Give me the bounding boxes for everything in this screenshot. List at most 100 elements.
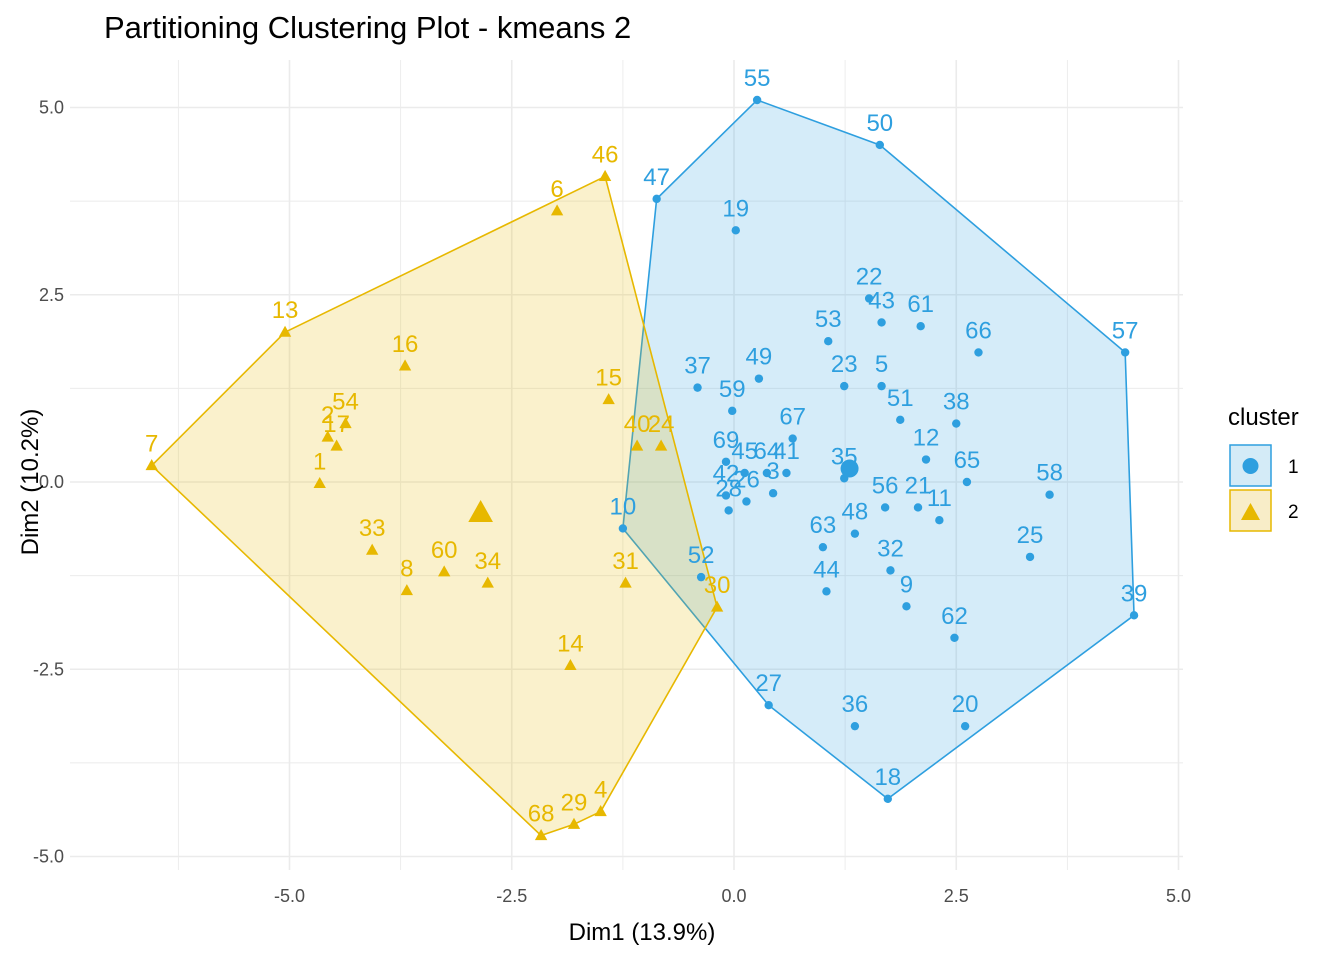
cluster-1-point-28 <box>724 506 733 515</box>
y-tick-label: -2.5 <box>33 659 64 679</box>
cluster-1-point-26 <box>742 497 751 506</box>
cluster-2-label-60: 60 <box>431 537 458 564</box>
cluster-2-point-2 <box>321 430 334 442</box>
cluster-1-label-59: 59 <box>719 376 746 403</box>
cluster-2-point-30 <box>710 600 724 612</box>
cluster-1-label-39: 39 <box>1121 580 1148 607</box>
y-tick-label: 2.5 <box>39 285 64 305</box>
cluster-1-point-38 <box>952 419 961 428</box>
cluster-1-point-62 <box>950 633 959 642</box>
x-tick-label: 2.5 <box>944 886 969 906</box>
x-tick-label: 0.0 <box>721 886 746 906</box>
cluster-2-label-33: 33 <box>359 515 386 542</box>
cluster-1-label-66: 66 <box>965 317 992 344</box>
cluster-1-point-51 <box>896 415 905 425</box>
cluster-1-point-23 <box>840 381 849 391</box>
cluster-1-point-69 <box>721 457 731 466</box>
cluster-1-centroid <box>840 459 859 478</box>
cluster-2-label-40: 40 <box>624 411 651 438</box>
cluster-2-point-29 <box>567 817 581 829</box>
cluster-1-label-25: 25 <box>1017 522 1044 549</box>
cluster-2-point-24 <box>654 439 668 451</box>
cluster-2-label-13: 13 <box>272 297 299 324</box>
y-tick-label: 0.0 <box>39 472 64 492</box>
cluster-1-label-27: 27 <box>755 670 782 697</box>
x-tick-label: -5.0 <box>274 886 305 906</box>
cluster-1-point-64 <box>762 468 772 478</box>
cluster-2-label-17: 17 <box>323 411 350 438</box>
cluster-1-label-3: 3 <box>766 458 779 485</box>
cluster-2-label-68: 68 <box>528 801 555 828</box>
cluster-2-point-40 <box>630 439 644 451</box>
cluster-1-point-9 <box>902 602 911 611</box>
cluster-1-label-53: 53 <box>815 306 842 333</box>
cluster-1-point-44 <box>822 587 831 596</box>
legend-title: cluster <box>1228 404 1299 431</box>
legend-item-cluster-1: 1 <box>1229 444 1299 487</box>
cluster-2-label-54: 54 <box>332 389 359 416</box>
cluster-2-label-46: 46 <box>592 141 619 168</box>
cluster-1-label-51: 51 <box>887 385 914 412</box>
cluster-1-label-35: 35 <box>831 443 858 470</box>
cluster-1-point-12 <box>921 455 931 464</box>
x-axis-title: Dim1 (13.9%) <box>569 919 716 946</box>
legend-triangle-marker <box>1241 503 1260 520</box>
cluster-1-label-58: 58 <box>1036 460 1063 487</box>
cluster-1-point-48 <box>850 529 860 538</box>
cluster-1-label-9: 9 <box>900 571 913 598</box>
cluster-2-point-1 <box>313 476 326 489</box>
cluster-2-point-46 <box>598 169 612 181</box>
cluster-centroids <box>468 459 859 523</box>
cluster-1-label-43: 43 <box>868 287 895 314</box>
cluster-1-label-19: 19 <box>722 195 749 222</box>
cluster-2-label-14: 14 <box>557 631 584 658</box>
cluster-1-label-5: 5 <box>875 351 888 378</box>
cluster-2-point-17 <box>330 439 343 451</box>
cluster-1-point-43 <box>877 318 886 327</box>
cluster-1-label-10: 10 <box>610 493 637 520</box>
cluster-1-point-37 <box>693 383 702 392</box>
cluster-1-point-42 <box>721 491 731 500</box>
cluster-2-label-24: 24 <box>648 411 675 438</box>
y-tick-label: 5.0 <box>39 98 64 118</box>
cluster-1-label-49: 49 <box>746 344 773 371</box>
cluster-1-label-65: 65 <box>954 447 981 474</box>
cluster-2-label-29: 29 <box>561 789 588 816</box>
cluster-1-label-44: 44 <box>813 556 840 583</box>
cluster-1-point-36 <box>850 721 860 731</box>
cluster-1-point-59 <box>728 406 737 416</box>
cluster-1-label-42: 42 <box>713 460 740 487</box>
cluster-1-point-45 <box>740 468 749 478</box>
cluster-1-label-23: 23 <box>831 351 858 378</box>
legend-circle-marker <box>1242 458 1259 474</box>
cluster-1-point-41 <box>782 468 791 478</box>
axis-ticks: -5.0 -2.5 0.0 2.5 5.0 -5.0 -2.5 0.0 2.5 5.0 <box>33 98 1191 907</box>
cluster-1-point-11 <box>935 515 944 525</box>
y-axis-title: Dim2 (10.2%) <box>17 409 44 556</box>
cluster-hulls <box>150 99 1135 837</box>
cluster-2-point-6 <box>550 204 564 216</box>
cluster-2-point-68 <box>534 829 548 841</box>
cluster-2-centroid <box>468 499 493 523</box>
cluster-1-label-55: 55 <box>744 65 771 92</box>
cluster-1-label-48: 48 <box>842 499 869 526</box>
cluster-1-point-67 <box>788 434 797 443</box>
cluster-1-point-57 <box>1120 348 1130 357</box>
cluster-1-point-52 <box>696 572 706 582</box>
cluster-1-point-5 <box>877 381 886 391</box>
cluster-1-point-25 <box>1025 552 1035 562</box>
cluster-2-label-8: 8 <box>400 556 413 583</box>
cluster-2-point-14 <box>564 659 577 671</box>
cluster-1-label-41: 41 <box>773 438 800 465</box>
cluster-1-label-57: 57 <box>1112 317 1139 344</box>
cluster-2-point-8 <box>400 584 414 596</box>
cluster-1-label-47: 47 <box>643 164 670 191</box>
cluster-2-point-13 <box>278 325 292 337</box>
cluster-2-point-54 <box>339 417 352 429</box>
cluster-1-label-56: 56 <box>872 472 899 499</box>
cluster-2-label-7: 7 <box>145 431 158 458</box>
cluster-2-point-15 <box>602 393 615 405</box>
x-tick-label: 5.0 <box>1166 886 1191 906</box>
